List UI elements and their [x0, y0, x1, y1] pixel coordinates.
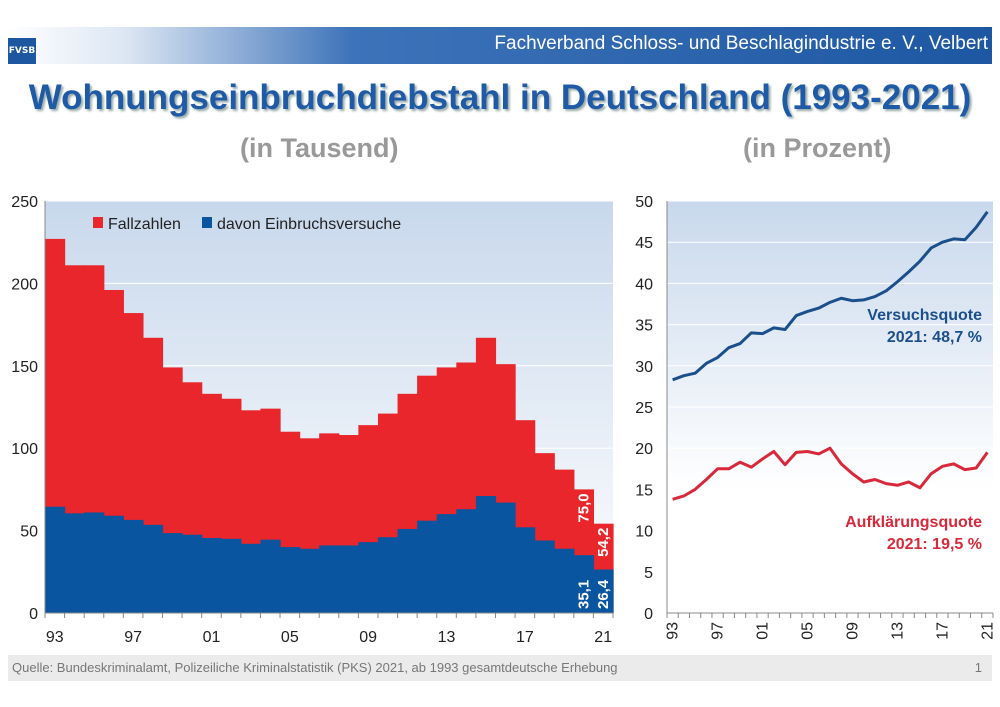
bar-versuche	[338, 545, 359, 613]
legend-label: davon Einbruchsversuche	[217, 216, 401, 233]
bar-versuche	[593, 569, 614, 613]
bar-versuche	[142, 524, 164, 613]
bar-versuche	[417, 520, 438, 613]
header-bar	[8, 27, 992, 64]
bar-versuche	[221, 538, 242, 613]
legend-label: Fallzahlen	[108, 216, 181, 233]
y-tick-label: 5	[644, 565, 653, 582]
x-tick-label: 93	[46, 629, 64, 646]
x-tick-label: 05	[800, 622, 817, 640]
y-tick-label: 40	[635, 276, 653, 293]
bar-versuche	[319, 545, 340, 613]
data-label: 54,2	[595, 528, 612, 557]
y-tick-label: 30	[635, 359, 653, 376]
bar-versuche	[64, 513, 85, 613]
bar-versuche	[201, 538, 222, 613]
y-tick-label: 45	[635, 235, 653, 252]
bar-versuche	[45, 506, 66, 613]
x-tick-label: 21	[594, 629, 612, 646]
x-tick-label: 13	[438, 629, 456, 646]
y-tick-label: 100	[11, 441, 38, 458]
y-tick-label: 50	[20, 524, 38, 541]
x-tick-label: 97	[710, 622, 727, 640]
organization-name: Fachverband Schloss- und Beschlagindustr…	[494, 33, 988, 54]
page-title: Wohnungseinbruchdiebstahl in Deutschland…	[28, 78, 972, 117]
y-tick-label: 35	[635, 318, 653, 335]
y-tick-label: 15	[635, 482, 653, 499]
y-tick-label: 200	[11, 276, 38, 293]
legend-swatch	[93, 217, 103, 228]
bar-versuche	[397, 528, 418, 613]
y-tick-label: 50	[635, 194, 653, 211]
bar-versuche	[299, 548, 320, 613]
subtitle-right: (in Prozent)	[743, 133, 892, 163]
y-tick-label: 0	[644, 606, 653, 623]
series-label: Versuchsquote	[867, 307, 982, 324]
x-tick-label: 21	[979, 622, 996, 640]
bar-versuche	[280, 547, 301, 613]
fvsb-logo: FVSB	[8, 38, 36, 64]
series-annotation: 2021: 48,7 %	[887, 329, 982, 346]
bar-versuche	[103, 515, 124, 613]
bar-versuche	[534, 540, 555, 613]
bar-versuche	[358, 542, 379, 613]
source-note: Quelle: Bundeskriminalamt, Polizeiliche …	[12, 660, 618, 675]
bar-versuche	[554, 548, 575, 613]
bar-versuche	[182, 534, 203, 613]
y-tick-label: 150	[11, 359, 38, 376]
bar-versuche	[377, 537, 399, 613]
x-tick-label: 97	[124, 629, 142, 646]
x-tick-label: 01	[755, 622, 772, 640]
bar-versuche	[123, 519, 144, 613]
data-label: 26,4	[595, 579, 612, 609]
series-label: Aufklärungsquote	[845, 514, 982, 531]
series-annotation: 2021: 19,5 %	[887, 536, 982, 553]
x-tick-label: 01	[203, 629, 221, 646]
bar-versuche	[515, 527, 536, 613]
x-tick-label: 17	[516, 629, 534, 646]
y-tick-label: 250	[11, 194, 38, 211]
bar-versuche	[240, 543, 262, 613]
x-tick-label: 93	[665, 622, 682, 640]
line-aufklaerungsquote	[672, 446, 989, 501]
data-label: 35,1	[576, 580, 593, 609]
y-tick-label: 10	[635, 524, 653, 541]
y-tick-label: 0	[29, 606, 38, 623]
bar-versuche	[162, 533, 183, 613]
bar-versuche	[573, 555, 595, 613]
bar-versuche	[436, 514, 457, 613]
data-label: 75,0	[576, 493, 593, 522]
x-tick-label: 09	[844, 622, 861, 640]
bar-versuche	[84, 512, 105, 613]
bar-versuche	[475, 495, 497, 613]
bar-versuche	[456, 509, 477, 613]
bar-versuche	[495, 502, 516, 613]
x-tick-label: 05	[281, 629, 299, 646]
bar-versuche	[260, 539, 281, 613]
y-tick-label: 25	[635, 400, 653, 417]
y-tick-label: 20	[635, 441, 653, 458]
x-tick-label: 17	[934, 622, 951, 640]
legend-swatch	[202, 217, 212, 228]
line-versuchsquote	[672, 210, 989, 382]
footer: Quelle: Bundeskriminalamt, Polizeiliche …	[8, 655, 992, 681]
subtitle-left: (in Tausend)	[240, 133, 399, 163]
page-number: 1	[974, 660, 982, 675]
x-tick-label: 09	[359, 629, 377, 646]
x-tick-label: 13	[889, 622, 906, 640]
